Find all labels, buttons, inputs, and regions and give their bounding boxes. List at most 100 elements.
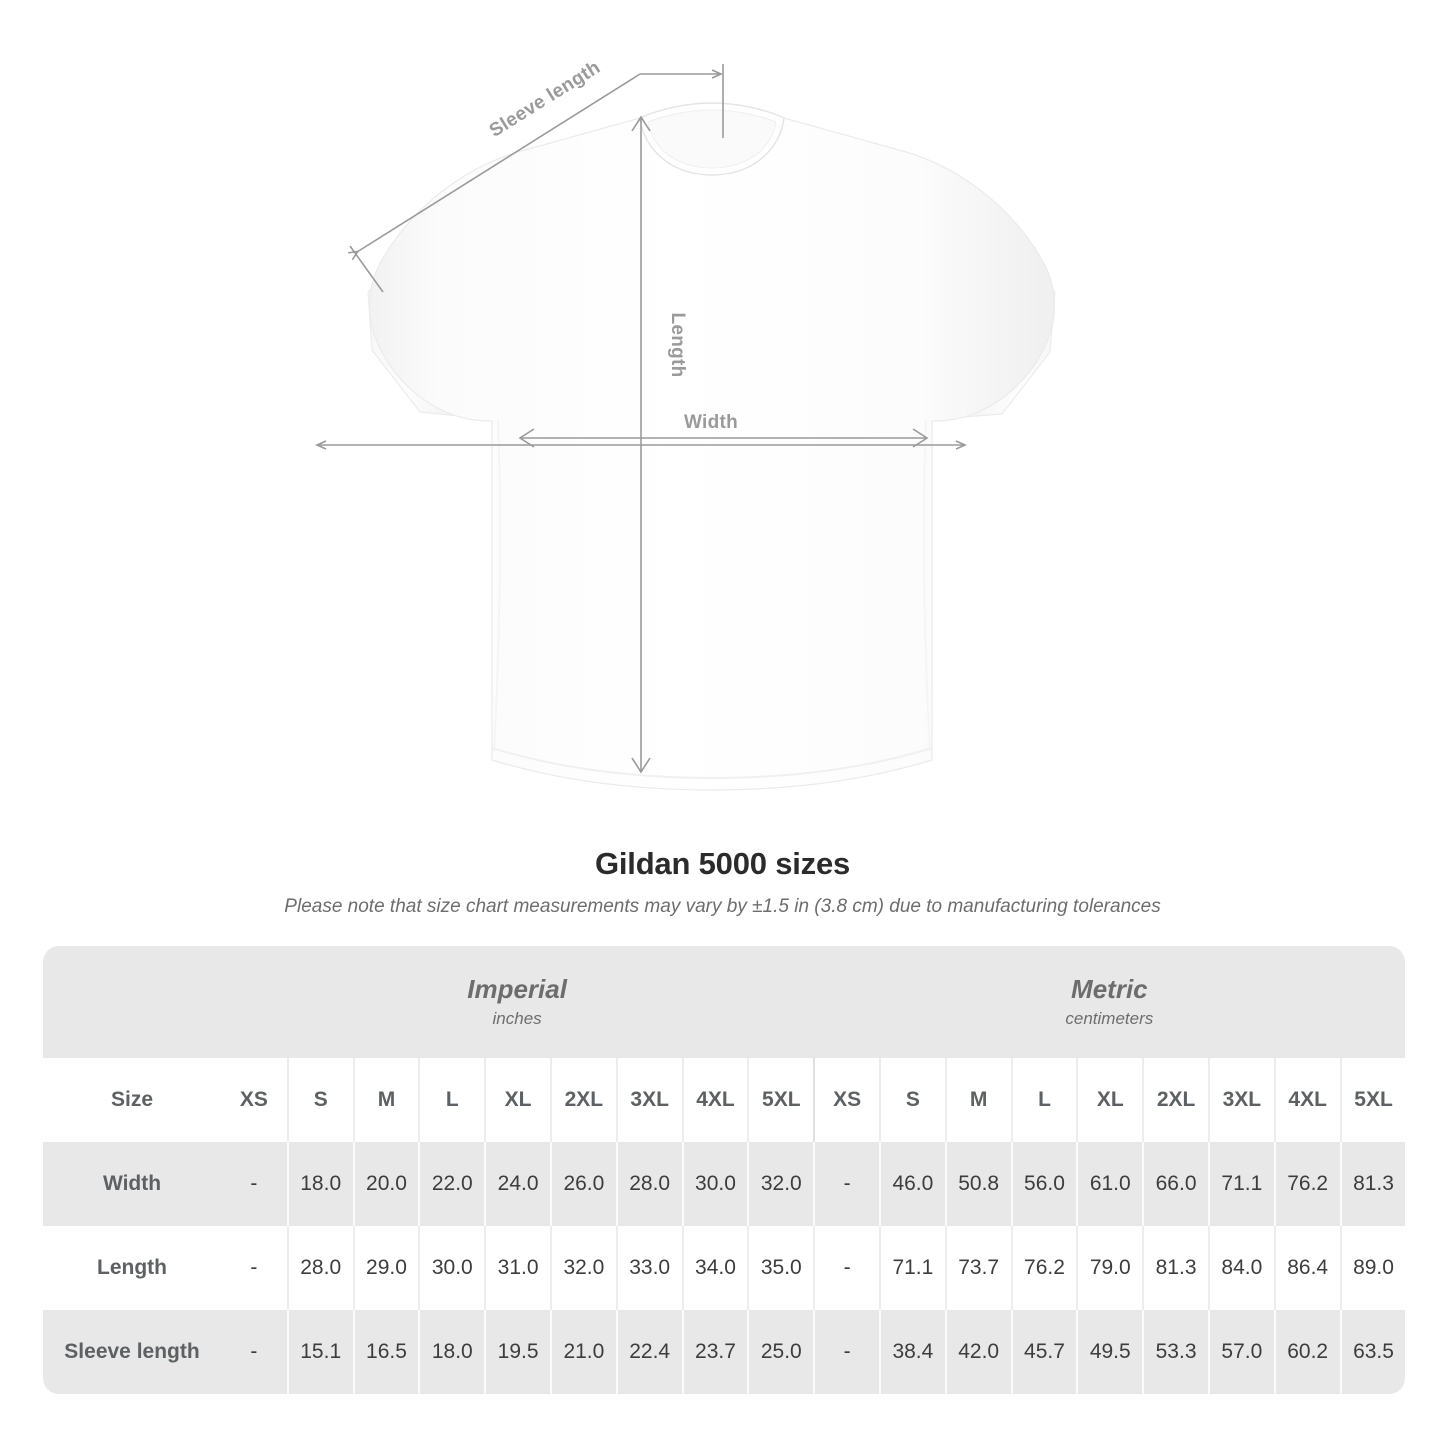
cell-width-met-m: 50.8 (944, 1142, 1011, 1226)
unit-metric-sub: centimeters (1065, 1009, 1154, 1028)
cell-sleeve-met-4xl: 60.2 (1273, 1310, 1340, 1394)
cell-width-imp-s: 18.0 (286, 1142, 353, 1226)
cell-width-met-s: 46.0 (878, 1142, 945, 1226)
cell-length-met-xl: 79.0 (1076, 1226, 1143, 1310)
cell-width-imp-m: 20.0 (352, 1142, 419, 1226)
row-label-sleeve-length: Sleeve length (43, 1310, 221, 1394)
size-header-imp-4xl: 4XL (681, 1058, 748, 1142)
width-arrow-left (518, 428, 535, 448)
length-label: Length (667, 312, 688, 377)
cell-width-met-2xl: 66.0 (1142, 1142, 1208, 1226)
table-row: Width - 18.0 20.0 22.0 24.0 26.0 28.0 30… (43, 1142, 1406, 1226)
tshirt-collar-rib (647, 109, 777, 169)
width-label: Width (684, 412, 738, 433)
row-label-width: Width (43, 1142, 221, 1226)
cell-width-imp-xl: 24.0 (484, 1142, 550, 1226)
tshirt-measurement-diagram: Sleeve length Length Width (315, 57, 1056, 791)
cell-sleeve-met-xs: - (813, 1310, 879, 1394)
cell-length-met-4xl: 86.4 (1273, 1226, 1340, 1310)
title-block: Gildan 5000 sizes Please note that size … (0, 845, 1445, 919)
cell-sleeve-imp-2xl: 21.0 (549, 1310, 616, 1394)
size-header-met-2xl: 2XL (1142, 1058, 1208, 1142)
cell-length-met-m: 73.7 (944, 1226, 1011, 1310)
cell-width-imp-xs: - (221, 1142, 287, 1226)
cell-sleeve-met-3xl: 57.0 (1207, 1310, 1274, 1394)
cell-width-imp-5xl: 32.0 (747, 1142, 814, 1226)
cell-length-imp-2xl: 32.0 (549, 1226, 616, 1310)
cell-sleeve-imp-l: 18.0 (418, 1310, 485, 1394)
unit-metric-name: Metric (1071, 974, 1148, 1004)
cell-length-met-3xl: 84.0 (1207, 1226, 1274, 1310)
cell-sleeve-met-xl: 49.5 (1076, 1310, 1143, 1394)
size-chart-table: Imperial inches Metric centimeters Size … (43, 946, 1406, 1394)
cell-sleeve-imp-xl: 19.5 (484, 1310, 550, 1394)
cell-sleeve-imp-3xl: 22.4 (615, 1310, 682, 1394)
size-header-imp-2xl: 2XL (549, 1058, 616, 1142)
width-arrow-right (912, 428, 929, 448)
cell-width-imp-4xl: 30.0 (681, 1142, 748, 1226)
cell-sleeve-met-s: 38.4 (878, 1310, 945, 1394)
cell-sleeve-imp-5xl: 25.0 (747, 1310, 814, 1394)
unit-group-metric: Metric centimeters (813, 946, 1406, 1058)
row-label-length: Length (43, 1226, 221, 1310)
cell-length-met-s: 71.1 (878, 1226, 945, 1310)
size-header-imp-s: S (286, 1058, 353, 1142)
size-header-imp-xs: XS (221, 1058, 287, 1142)
cell-width-met-5xl: 81.3 (1339, 1142, 1406, 1226)
cell-sleeve-met-5xl: 63.5 (1339, 1310, 1406, 1394)
sleeve-dim-end-tick (349, 245, 384, 293)
cell-length-met-xs: - (813, 1226, 879, 1310)
cell-width-met-xs: - (813, 1142, 879, 1226)
size-header-imp-m: M (352, 1058, 419, 1142)
size-header-label: Size (43, 1058, 221, 1142)
tshirt-fold-left (493, 419, 501, 753)
unit-imperial-name: Imperial (467, 974, 567, 1004)
size-header-met-5xl: 5XL (1339, 1058, 1406, 1142)
page-title: Gildan 5000 sizes (594, 846, 851, 881)
length-arrow-up (631, 115, 651, 132)
unit-banner-row: Imperial inches Metric centimeters (43, 946, 1406, 1058)
size-header-row: Size XS S M L XL 2XL 3XL 4XL 5XL XS S M … (43, 1058, 1406, 1142)
tshirt-hem (491, 747, 933, 780)
size-header-imp-3xl: 3XL (615, 1058, 682, 1142)
cell-width-imp-l: 22.0 (418, 1142, 485, 1226)
cell-length-imp-m: 29.0 (352, 1226, 419, 1310)
cell-width-met-3xl: 71.1 (1207, 1142, 1274, 1226)
cell-width-imp-3xl: 28.0 (615, 1142, 682, 1226)
cell-length-imp-xs: - (221, 1226, 287, 1310)
tshirt-body (369, 102, 1055, 791)
cell-width-met-4xl: 76.2 (1273, 1142, 1340, 1226)
cell-length-imp-5xl: 35.0 (747, 1226, 814, 1310)
width-dimension: Width (518, 412, 929, 448)
cell-sleeve-imp-s: 15.1 (286, 1310, 353, 1394)
cell-length-imp-xl: 31.0 (484, 1226, 550, 1310)
cell-length-imp-4xl: 34.0 (681, 1226, 748, 1310)
size-header-met-l: L (1010, 1058, 1077, 1142)
cell-sleeve-imp-4xl: 23.7 (681, 1310, 748, 1394)
size-header-imp-l: L (418, 1058, 485, 1142)
tshirt-fold-right (923, 419, 931, 753)
unit-imperial-sub: inches (492, 1009, 542, 1028)
tshirt-illustration (367, 102, 1056, 791)
size-header-met-3xl: 3XL (1207, 1058, 1274, 1142)
cell-width-met-l: 56.0 (1010, 1142, 1077, 1226)
tolerance-note: Please note that size chart measurements… (284, 896, 1161, 917)
cell-width-met-xl: 61.0 (1076, 1142, 1143, 1226)
size-header-met-s: S (878, 1058, 945, 1142)
size-header-imp-5xl: 5XL (747, 1058, 814, 1142)
cell-length-met-2xl: 81.3 (1142, 1226, 1208, 1310)
cell-length-imp-s: 28.0 (286, 1226, 353, 1310)
cell-sleeve-met-m: 42.0 (944, 1310, 1011, 1394)
sleeve-dim-diagonal (347, 73, 641, 261)
unit-banner-spacer (43, 946, 221, 1058)
sleeve-length-label: Sleeve length (486, 57, 604, 142)
size-header-imp-xl: XL (484, 1058, 550, 1142)
size-header-met-xl: XL (1076, 1058, 1143, 1142)
cell-sleeve-met-l: 45.7 (1010, 1310, 1077, 1394)
unit-group-imperial: Imperial inches (221, 946, 814, 1058)
cell-length-imp-3xl: 33.0 (615, 1226, 682, 1310)
cell-length-met-5xl: 89.0 (1339, 1226, 1406, 1310)
cell-length-met-l: 76.2 (1010, 1226, 1077, 1310)
size-header-met-xs: XS (813, 1058, 879, 1142)
